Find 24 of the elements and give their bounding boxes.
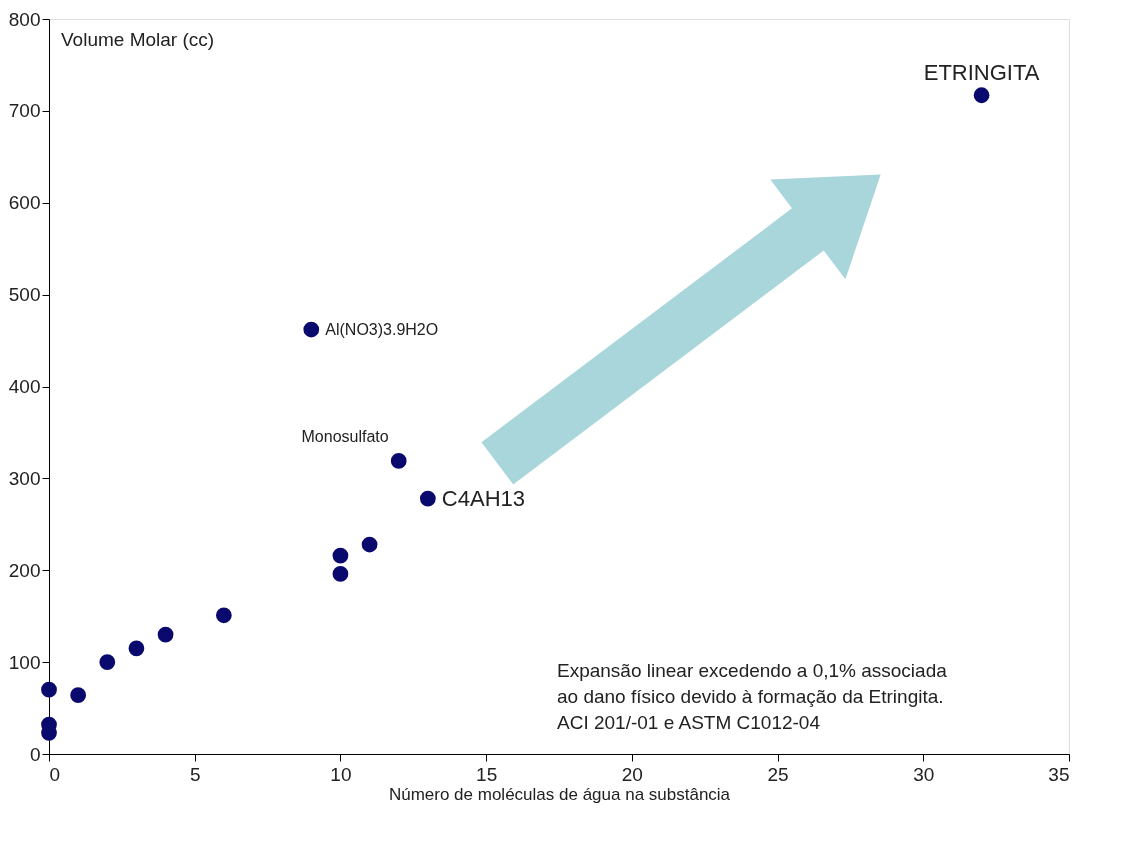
y-tick-label: 800 bbox=[8, 8, 41, 30]
y-axis-title: Volume Molar (cc) bbox=[61, 29, 215, 50]
y-tick-label: 100 bbox=[8, 651, 41, 673]
y-tick-label: 600 bbox=[8, 192, 41, 214]
x-tick-label: 5 bbox=[189, 763, 201, 785]
x-tick-label: 0 bbox=[49, 763, 61, 785]
y-tick-label: 400 bbox=[8, 376, 41, 397]
x-tick-label: 25 bbox=[767, 763, 789, 785]
x-tick-label: 15 bbox=[476, 763, 498, 785]
y-tick-label: 0 bbox=[29, 743, 41, 765]
x-tick-label: 35 bbox=[1048, 763, 1070, 785]
y-tick-label: 300 bbox=[8, 467, 41, 489]
x-tick-label: 20 bbox=[621, 763, 643, 785]
annotation: Monosulfato bbox=[301, 427, 389, 445]
y-tick-label: 500 bbox=[8, 284, 41, 306]
annotation: ETRINGITA bbox=[923, 60, 1040, 86]
y-tick-label: 700 bbox=[8, 100, 41, 122]
annotation: Al(NO3)3.9H2O bbox=[325, 320, 439, 338]
x-tick-label: 30 bbox=[913, 763, 935, 785]
x-tick-label: 10 bbox=[330, 763, 352, 785]
annotation: C4AH13 bbox=[441, 485, 526, 511]
x-axis-title: Número de moléculas de água na substância bbox=[388, 784, 731, 804]
annotation: Expansão linear excedendo a 0,1% associada ao dano físico devido à formação da Etringita. ACI 201/-01 e ASTM C1012-04 bbox=[557, 660, 948, 733]
y-tick-label: 200 bbox=[8, 559, 41, 581]
